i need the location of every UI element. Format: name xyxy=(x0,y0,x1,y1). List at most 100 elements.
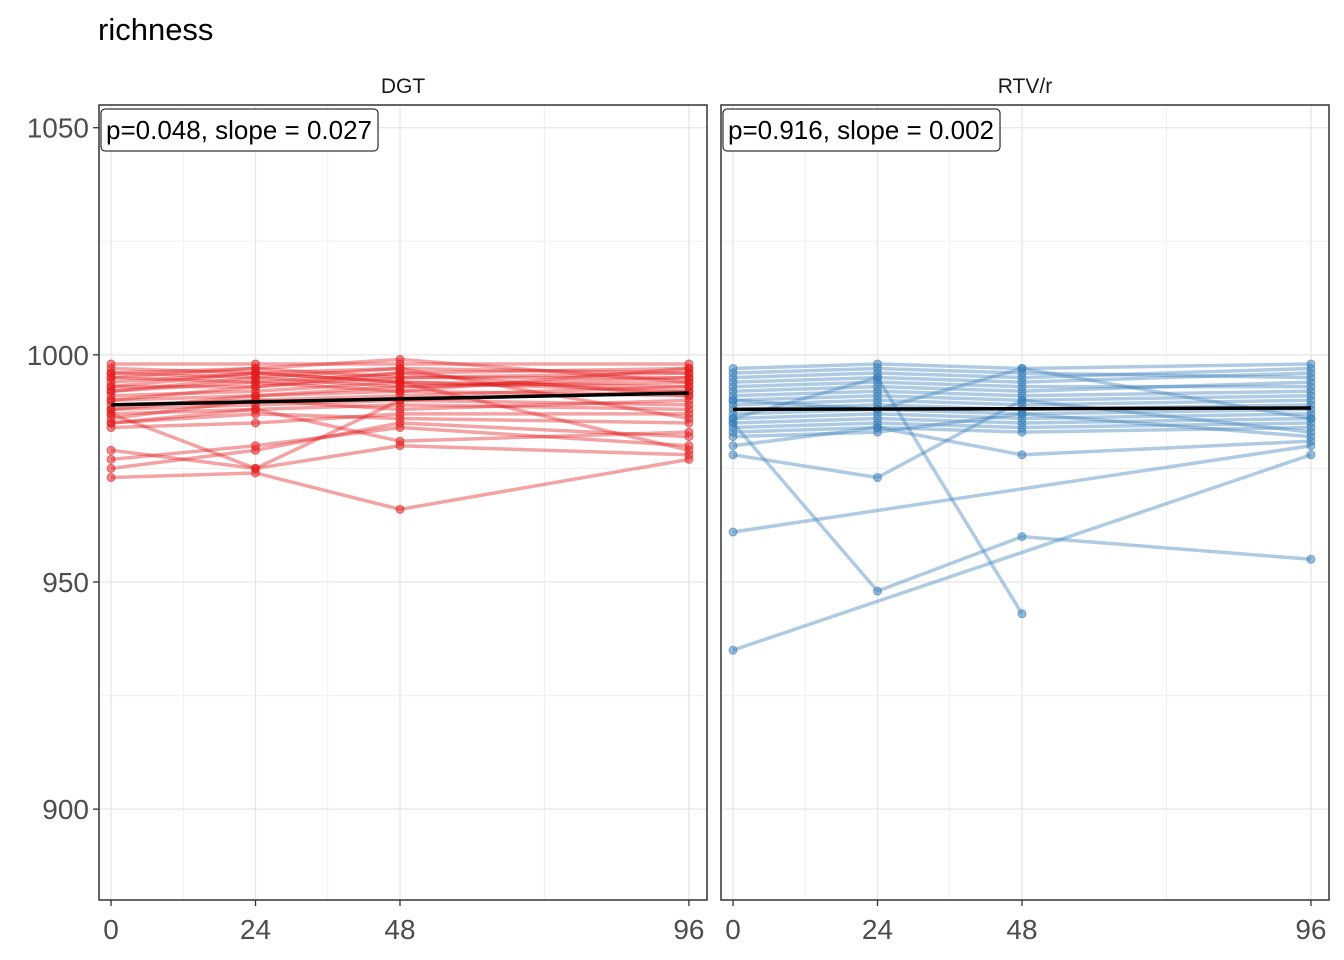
subject-point xyxy=(873,473,883,483)
subject-line xyxy=(110,403,689,416)
subject-point xyxy=(728,645,738,655)
subject-line xyxy=(732,425,1312,457)
x-tick-label: 96 xyxy=(1295,914,1326,945)
subject-point xyxy=(684,363,694,373)
subject-point xyxy=(251,373,261,383)
subject-point xyxy=(1306,441,1316,451)
x-tick-label: 48 xyxy=(1006,914,1037,945)
subject-line xyxy=(732,443,1312,534)
subject-point xyxy=(1017,363,1027,373)
subject-line xyxy=(732,425,1311,434)
subject-point xyxy=(395,504,405,514)
subject-point xyxy=(1017,395,1027,405)
subject-line xyxy=(110,366,690,421)
subject-point xyxy=(106,454,116,464)
subject-line xyxy=(732,389,1311,398)
subject-line xyxy=(732,421,1311,430)
subject-point xyxy=(1017,532,1027,542)
trend-line xyxy=(111,391,689,407)
y-tick-label: 1000 xyxy=(27,340,89,371)
subject-point xyxy=(251,445,261,455)
subject-point xyxy=(1306,427,1316,437)
subject-line xyxy=(110,371,690,452)
subject-point xyxy=(1017,409,1027,419)
trend-line xyxy=(733,406,1311,412)
x-tick-label: 24 xyxy=(862,914,893,945)
subject-line xyxy=(110,457,690,512)
panel-border xyxy=(98,104,708,901)
subject-line xyxy=(732,453,1312,652)
subject-point xyxy=(684,373,694,383)
subject-point xyxy=(1306,450,1316,460)
subject-point xyxy=(1017,427,1027,437)
subject-line xyxy=(110,366,690,393)
subject-line xyxy=(110,412,689,430)
subject-point xyxy=(728,441,738,451)
subject-point xyxy=(251,404,261,414)
subject-line xyxy=(110,425,690,462)
subject-point xyxy=(106,473,116,483)
subject-point xyxy=(1306,377,1316,387)
subject-line xyxy=(732,366,1311,380)
subject-point xyxy=(1017,609,1027,619)
subject-point xyxy=(106,382,116,392)
subject-point xyxy=(1306,554,1316,564)
subject-line xyxy=(110,398,689,421)
subject-point xyxy=(251,382,261,392)
x-tick-label: 96 xyxy=(673,914,704,945)
subject-point xyxy=(106,368,116,378)
x-tick-label: 48 xyxy=(384,914,415,945)
subject-point xyxy=(251,391,261,401)
stat-annotation: p=0.916, slope = 0.002 xyxy=(722,108,1001,152)
subject-line xyxy=(110,371,689,389)
subject-point xyxy=(251,463,261,473)
subject-point xyxy=(106,463,116,473)
y-tick-label: 950 xyxy=(42,567,89,598)
subject-line xyxy=(732,398,1311,407)
stat-annotation: p=0.048, slope = 0.027 xyxy=(100,108,379,152)
subject-line xyxy=(732,380,1311,389)
subject-line xyxy=(731,421,1312,593)
y-axis: 900 950 1000 1050 xyxy=(27,113,99,825)
subject-line xyxy=(732,380,1311,393)
x-tick-label: 24 xyxy=(240,914,271,945)
subject-point xyxy=(395,409,405,419)
subject-point xyxy=(395,354,405,364)
chart-title: richness xyxy=(98,12,213,47)
subject-line xyxy=(732,412,1311,421)
panel-strip-label: RTV/r xyxy=(998,75,1052,98)
subject-line xyxy=(732,416,1311,425)
subject-line xyxy=(732,393,1311,403)
subject-point xyxy=(728,527,738,537)
subject-line xyxy=(110,389,689,403)
subject-point xyxy=(1306,368,1316,378)
subject-line xyxy=(111,371,689,389)
subject-point xyxy=(728,395,738,405)
y-tick-label: 1050 xyxy=(27,113,89,144)
subject-line xyxy=(732,362,1311,371)
subject-point xyxy=(728,432,738,442)
panel-border xyxy=(720,104,1330,901)
subject-point xyxy=(873,373,883,383)
panel-dgt: DGT p=0.048, slope = 0.027 0 24 48 96 xyxy=(98,75,708,945)
x-tick-label: 0 xyxy=(103,914,119,945)
subject-line xyxy=(110,366,689,380)
subject-point xyxy=(395,363,405,373)
subject-line xyxy=(110,366,689,384)
subject-line xyxy=(110,407,689,443)
subject-point xyxy=(684,413,694,423)
subject-point xyxy=(684,432,694,442)
subject-point xyxy=(395,418,405,428)
subject-line xyxy=(110,357,690,384)
subject-point xyxy=(106,445,116,455)
subject-line xyxy=(110,371,690,403)
subject-line xyxy=(110,366,689,375)
subject-line xyxy=(110,398,689,412)
subject-line xyxy=(110,412,689,471)
subject-point xyxy=(251,418,261,428)
subject-point xyxy=(106,418,116,428)
subject-point xyxy=(395,377,405,387)
subject-line xyxy=(732,366,1311,380)
subject-point xyxy=(1017,450,1027,460)
